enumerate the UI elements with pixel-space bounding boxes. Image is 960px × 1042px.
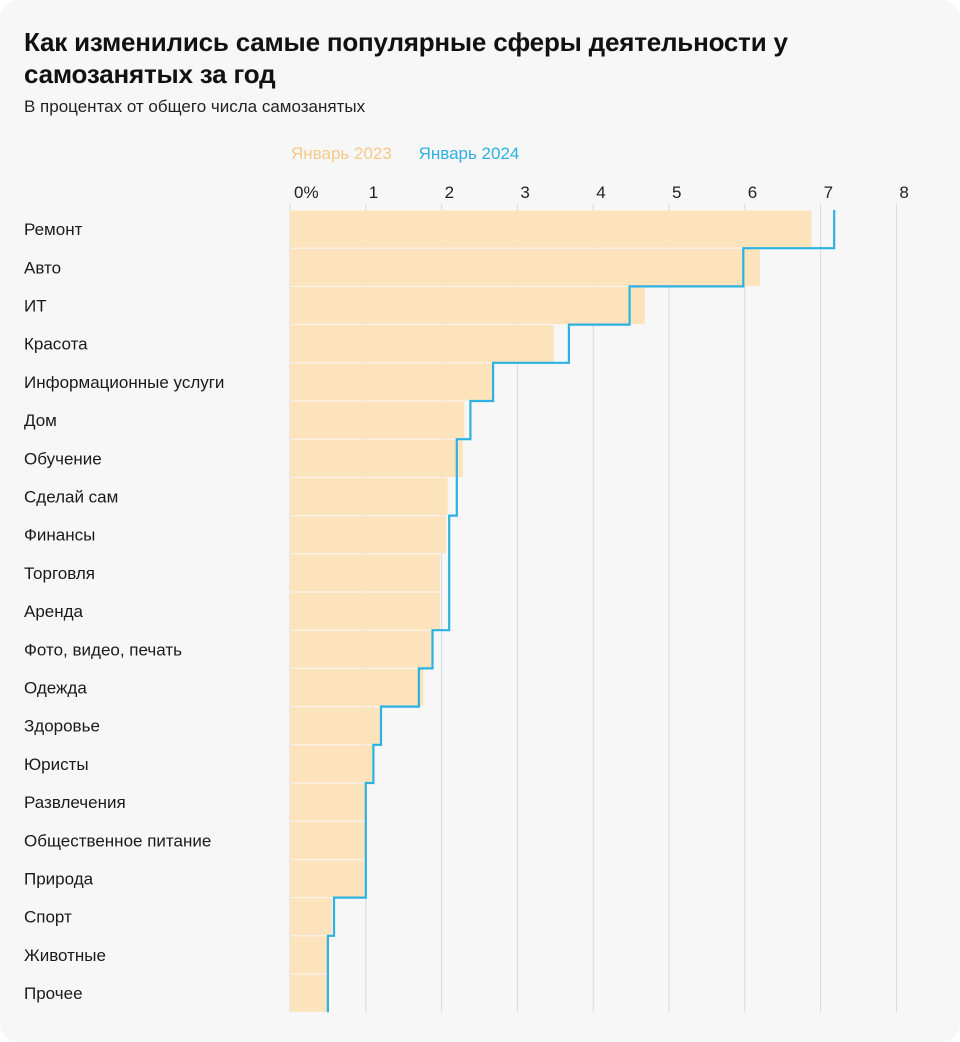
bar-2023: [290, 210, 812, 248]
category-label: Развлечения: [24, 793, 126, 812]
x-tick-label: 7: [824, 183, 833, 202]
bar-2023: [290, 859, 365, 898]
chart-subtitle: В процентах от общего числа самозанятых: [24, 97, 366, 116]
bar-2023: [290, 439, 463, 477]
category-label: Информационные услуги: [24, 373, 224, 392]
category-label: ИТ: [24, 297, 47, 316]
bar-2023: [290, 936, 328, 974]
legend: Январь 2023 Январь 2024: [291, 144, 541, 164]
bar-2023: [290, 592, 441, 630]
chart-title: Как изменились самые популярные сферы де…: [24, 27, 788, 89]
bar-2023: [290, 363, 494, 401]
bar-2023: [290, 745, 374, 783]
bar-2023: [290, 477, 448, 516]
bar-2023: [290, 248, 760, 286]
category-label: Ремонт: [24, 220, 83, 239]
category-label: Природа: [24, 870, 94, 889]
bar-2023: [290, 974, 328, 1012]
category-label: Красота: [24, 335, 88, 354]
bar-2023: [290, 783, 366, 821]
legend-item-2023: Январь 2023: [291, 144, 392, 163]
category-label: Спорт: [24, 908, 72, 927]
x-tick-label: 6: [748, 183, 757, 202]
category-label: Торговля: [24, 564, 95, 583]
bar-2023: [290, 630, 433, 668]
category-label: Авто: [24, 258, 61, 277]
x-tick-label: 2: [445, 183, 454, 202]
category-label: Аренда: [24, 602, 84, 621]
x-tick-label: 1: [369, 183, 378, 202]
line-2024: [326, 210, 836, 1013]
category-label: Юристы: [24, 755, 89, 774]
category-label: Животные: [24, 946, 106, 965]
bar-2023: [290, 516, 447, 554]
category-label: Обучение: [24, 449, 102, 468]
bar-2023: [290, 401, 465, 439]
bar-2023: [290, 668, 424, 707]
x-tick-label: 8: [899, 183, 908, 202]
bar-2023: [290, 286, 645, 325]
legend-item-2024: Январь 2024: [418, 144, 520, 163]
bar-2023: [290, 554, 441, 592]
category-label: Финансы: [24, 526, 95, 545]
bar-2023: [290, 325, 554, 363]
category-label: Здоровье: [24, 717, 100, 736]
category-label: Фото, видео, печать: [24, 640, 182, 659]
category-label: Дом: [24, 411, 57, 430]
bar-2023: [290, 707, 381, 745]
category-label: Общественное питание: [24, 831, 211, 850]
x-tick-label: 3: [520, 183, 529, 202]
category-label: Одежда: [24, 679, 87, 698]
category-label: Прочее: [24, 984, 83, 1003]
x-tick-label: 5: [672, 183, 681, 202]
bar-2023: [290, 898, 332, 936]
x-tick-label: 4: [596, 183, 605, 202]
category-label: Сделай сам: [24, 488, 118, 507]
x-tick-label: 0%: [294, 183, 319, 202]
bar-2023: [290, 821, 366, 859]
